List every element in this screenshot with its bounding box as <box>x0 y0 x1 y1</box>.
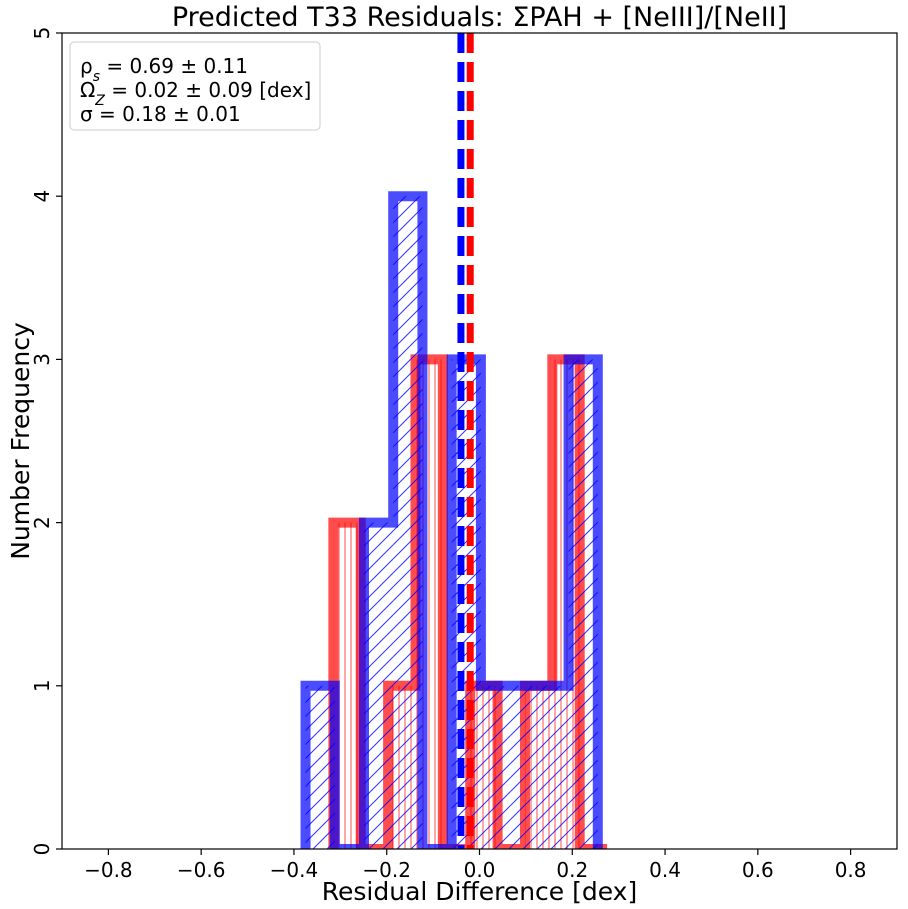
annotation-symbol: ρ <box>80 54 93 78</box>
x-tick-label: 0.0 <box>464 858 496 882</box>
x-axis: −0.8 −0.6 −0.4 −0.2 0.0 0.2 0.4 0.6 0.8 <box>84 849 867 882</box>
x-tick-label: 0.4 <box>649 858 681 882</box>
annotation-subscript: s <box>93 69 100 85</box>
annotation-line: σ = 0.18 ± 0.01 <box>80 102 241 126</box>
x-tick-label: −0.4 <box>270 858 319 882</box>
annotation-box: ρs = 0.69 ± 0.11 ΩZ = 0.02 ± 0.09 [dex] … <box>69 41 321 131</box>
y-axis-label: Number Frequency <box>6 322 35 560</box>
y-tick-label: 4 <box>30 190 54 203</box>
annotation-line: ΩZ = 0.02 ± 0.09 [dex] <box>80 78 311 109</box>
histogram-series-2 <box>300 191 603 849</box>
plot-area <box>300 33 608 849</box>
annotation-value: = 0.69 ± 0.11 <box>100 54 248 78</box>
histogram-bin <box>480 685 511 849</box>
annotation-symbol: Ω <box>80 78 95 102</box>
y-tick-label: 0 <box>30 843 54 856</box>
x-axis-label: Residual Difference [dex] <box>322 877 637 906</box>
x-tick-label: 0.8 <box>835 858 867 882</box>
median-layer <box>457 33 474 849</box>
y-tick-label: 5 <box>30 27 54 40</box>
annotation-value: = 0.18 ± 0.01 <box>93 102 241 126</box>
x-tick-label: 0.6 <box>742 858 774 882</box>
annotation-subscript: Z <box>94 93 105 109</box>
histogram-bin <box>510 685 540 849</box>
x-tick-label: −0.6 <box>177 858 226 882</box>
chart-title: Predicted T33 Residuals: ΣPAH + [NeIII]/… <box>172 2 787 33</box>
annotation-line: ρs = 0.69 ± 0.11 <box>80 54 248 85</box>
series-layer <box>300 191 608 849</box>
x-tick-label: 0.2 <box>556 858 588 882</box>
annotation-symbol: σ <box>80 102 93 126</box>
histogram-outline <box>300 191 603 849</box>
y-tick-label: 2 <box>30 516 54 529</box>
histogram-outline <box>328 354 608 849</box>
histogram-bin <box>539 685 569 849</box>
x-tick-label: −0.8 <box>84 858 133 882</box>
x-tick-label: −0.2 <box>362 858 411 882</box>
annotation-value: = 0.02 ± 0.09 [dex] <box>105 78 311 102</box>
y-tick-label: 1 <box>30 679 54 692</box>
y-tick-label: 3 <box>30 353 54 366</box>
annotation-frame <box>69 41 321 131</box>
y-axis: 0 1 2 3 4 5 <box>30 27 62 856</box>
